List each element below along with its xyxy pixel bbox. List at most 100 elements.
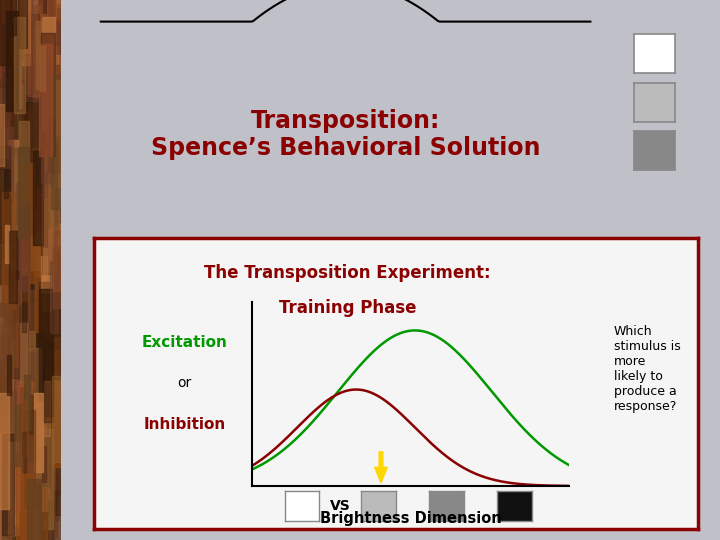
Bar xyxy=(22,474,35,540)
Bar xyxy=(0,324,7,423)
Bar xyxy=(34,164,41,228)
Bar xyxy=(3,181,9,235)
Bar xyxy=(7,352,21,468)
Bar xyxy=(18,282,28,371)
Bar xyxy=(26,66,37,168)
Bar xyxy=(17,381,32,511)
Bar xyxy=(13,237,18,279)
Bar xyxy=(25,186,38,304)
Bar xyxy=(39,130,51,233)
Bar xyxy=(4,127,13,202)
Bar xyxy=(16,280,28,386)
Bar xyxy=(19,0,28,59)
Bar xyxy=(11,0,22,50)
Bar xyxy=(48,250,59,349)
Bar xyxy=(27,59,30,93)
Bar xyxy=(50,261,58,333)
Bar xyxy=(27,302,41,429)
Bar xyxy=(42,399,50,465)
Bar xyxy=(53,227,60,291)
Bar xyxy=(22,285,27,334)
Bar xyxy=(6,5,9,42)
Bar xyxy=(9,199,19,294)
Bar xyxy=(7,497,14,540)
Bar xyxy=(23,23,29,78)
Bar xyxy=(49,359,58,442)
Bar xyxy=(48,289,55,354)
Bar xyxy=(31,148,45,269)
Bar xyxy=(23,459,36,540)
Bar xyxy=(41,110,50,192)
Bar xyxy=(38,451,48,540)
Bar xyxy=(51,75,66,209)
Bar xyxy=(32,438,36,474)
Bar xyxy=(2,197,11,270)
Bar xyxy=(55,283,63,348)
Bar xyxy=(4,206,8,249)
Bar xyxy=(53,255,67,381)
Bar xyxy=(19,306,27,383)
Bar xyxy=(51,24,62,117)
Bar xyxy=(35,211,49,332)
Bar xyxy=(39,52,49,141)
Bar xyxy=(38,0,48,64)
Bar xyxy=(22,212,27,251)
Bar xyxy=(1,0,9,32)
Bar xyxy=(0,0,10,65)
Bar xyxy=(57,8,62,54)
Bar xyxy=(5,271,9,312)
Bar xyxy=(3,80,7,119)
Bar xyxy=(56,90,61,137)
Bar xyxy=(47,173,53,223)
Bar xyxy=(41,200,48,255)
Bar xyxy=(0,420,6,491)
Bar xyxy=(14,394,28,514)
Bar xyxy=(24,0,33,69)
Bar xyxy=(17,212,24,282)
Bar xyxy=(47,197,55,268)
Bar xyxy=(32,388,35,417)
Bar xyxy=(48,403,52,434)
Bar xyxy=(26,348,41,482)
Bar xyxy=(15,300,27,401)
Bar xyxy=(0,48,7,135)
Bar xyxy=(43,174,54,268)
Bar xyxy=(22,197,30,269)
Bar xyxy=(42,220,49,277)
Bar xyxy=(4,56,17,166)
Bar xyxy=(8,241,17,321)
Bar xyxy=(17,183,21,224)
Bar xyxy=(0,246,6,316)
Bar xyxy=(55,484,59,521)
Bar xyxy=(30,310,40,401)
Text: Excitation: Excitation xyxy=(141,335,228,350)
Bar xyxy=(54,55,63,134)
Bar xyxy=(37,402,42,445)
Bar xyxy=(5,0,16,53)
Bar xyxy=(18,329,30,434)
Bar xyxy=(2,434,14,536)
Bar xyxy=(24,0,32,39)
Bar xyxy=(9,403,24,533)
Bar xyxy=(34,119,45,211)
Bar xyxy=(44,183,49,228)
Bar xyxy=(21,163,35,284)
Bar xyxy=(40,437,54,540)
Bar xyxy=(4,475,7,504)
Bar xyxy=(42,512,47,540)
Bar xyxy=(49,333,63,453)
Bar xyxy=(21,131,28,195)
Bar xyxy=(21,468,32,540)
Text: Transposition:
Spence’s Behavioral Solution: Transposition: Spence’s Behavioral Solut… xyxy=(151,109,540,160)
Bar xyxy=(41,186,53,293)
Bar xyxy=(22,431,26,471)
Bar xyxy=(22,276,27,321)
Bar xyxy=(33,229,41,298)
Bar xyxy=(52,48,58,104)
Bar xyxy=(3,198,11,271)
Bar xyxy=(0,79,8,158)
Bar xyxy=(24,24,39,151)
Bar xyxy=(35,365,43,444)
Bar xyxy=(10,117,21,212)
Bar xyxy=(38,35,48,118)
